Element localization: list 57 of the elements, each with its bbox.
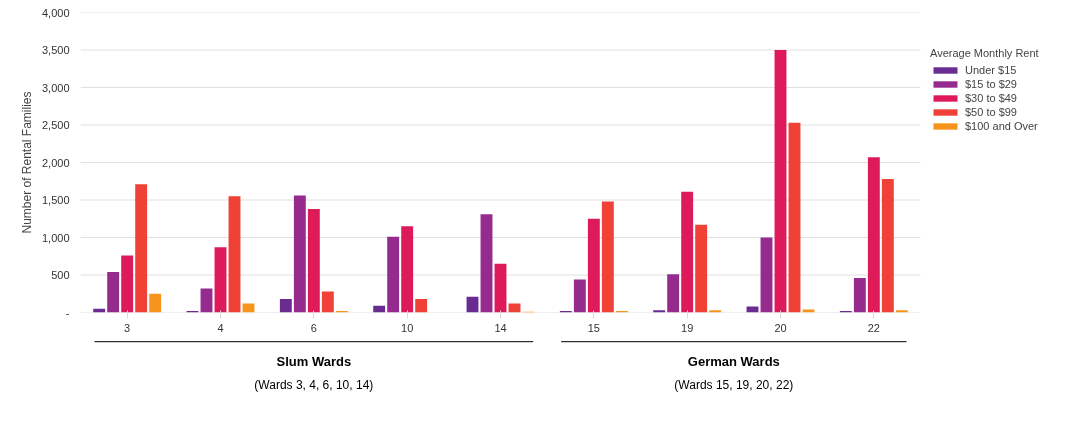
bar [853,278,866,313]
x-tick-label: 4 [217,321,224,334]
legend-label: Under $15 [965,64,1017,76]
y-tick-label: 2,500 [41,119,70,131]
x-tick-label: 3 [124,321,131,334]
bar [321,291,334,313]
bar [774,50,787,313]
bar [107,272,120,313]
y-tick-label: 1,500 [41,194,70,206]
x-tick-label: 22 [867,321,880,334]
bar [373,305,386,313]
y-tick-label: 1,000 [41,231,70,244]
bar [415,299,428,313]
bar [667,274,680,313]
bar [587,218,600,313]
text: Slum Wards [276,354,352,370]
legend-label: $15 to $29 [965,78,1017,90]
y-tick-label: 500 [51,269,70,281]
x-tick-label: 20 [774,321,787,334]
text: (Wards 3, 4, 6, 10, 14) [254,377,374,392]
bar [307,209,320,313]
bar [867,157,880,313]
y-tick-label: 2,000 [41,156,70,169]
bar [695,224,708,313]
bar [681,191,694,313]
y-tick-label: 3,500 [41,44,70,56]
x-tick-label: 19 [681,321,694,334]
bar [401,226,414,313]
x-tick-label: 15 [587,321,600,334]
bar [760,237,773,313]
bar [135,184,148,313]
y-tick-label: 4,000 [41,6,70,19]
legend-label: $50 to $99 [965,106,1017,118]
bar [573,279,586,313]
legend-label: $30 to $49 [965,92,1017,104]
bar [121,255,134,313]
bar [480,214,493,313]
bar [601,201,614,313]
bar [387,236,400,313]
bar [293,195,306,313]
y-axis-title: Number of Rental Families [19,91,34,234]
bar [149,293,162,313]
text: German Wards [687,354,780,370]
y-tick-label: - [65,306,70,319]
y-tick-label: 3,000 [41,81,70,94]
x-tick-label: 6 [310,321,317,334]
bar [228,196,241,313]
legend-label: $100 and Over [965,120,1038,132]
legend-title: Average Monthly Rent [930,47,1039,59]
x-tick-label: 10 [401,321,414,334]
bar [214,247,227,313]
bar [881,179,894,313]
bar [494,263,507,313]
bar [788,122,801,313]
text: (Wards 15, 19, 20, 22) [674,377,794,392]
x-tick-label: 14 [494,321,507,334]
bar [279,299,292,313]
